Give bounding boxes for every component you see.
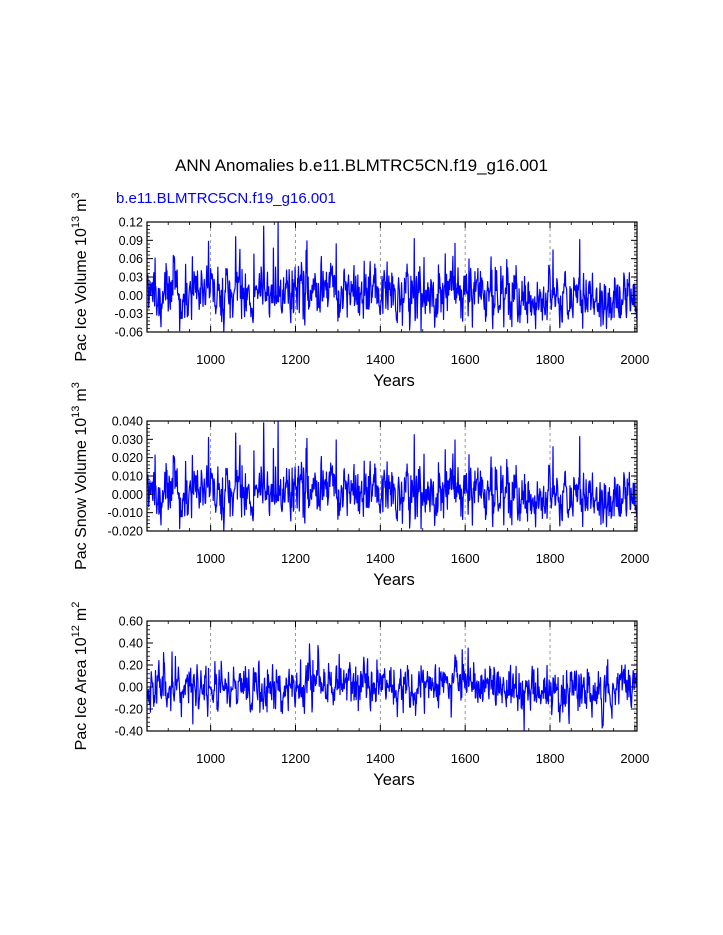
y-tick-label: 0.030 [112,433,143,447]
y-tick-label: 0.00 [119,289,143,303]
x-tick-label: 1600 [451,751,480,766]
y-tick-label: -0.06 [115,326,144,340]
x-tick-label: 1400 [366,352,395,367]
series-line [146,420,638,532]
page-title: ANN Anomalies b.e11.BLMTRC5CN.f19_g16.00… [175,156,548,175]
x-tick-label: 1000 [196,352,225,367]
x-tick-label: 1200 [281,751,310,766]
x-tick-label: 1000 [196,751,225,766]
x-tick-label: 1400 [366,551,395,566]
panel-ice-volume: 1000 1200 1400 1600 1800 2000 -0.06 -0.03 0.00 0.… [70,192,649,390]
y-tick-label: 0.09 [119,234,143,248]
y-axis-label-text: Pac Ice Area 10 [73,637,90,750]
x-axis-label: Years [373,771,415,789]
x-tick-label: 1800 [536,551,565,566]
y-axis-label-unit-exp: 3 [70,192,82,198]
y-axis-label: Pac Ice Volume 1013 m3 [70,192,90,361]
y-axis-label-exp: 13 [70,216,82,228]
y-tick-label: 0.040 [112,415,143,429]
y-axis-label: Pac Ice Area 1012 m2 [70,602,90,751]
x-tick-label: 1800 [536,751,565,766]
y-axis-label-exp: 12 [70,625,82,637]
panel-ice-area: 1000 1200 1400 1600 1800 2000 -0.40 -0.20 0.00 0.… [70,602,649,789]
y-tick-label: 0.000 [112,488,143,502]
plot-frame [146,620,638,732]
series-line [146,643,638,732]
panel-snow-volume: 1000 1200 1400 1600 1800 2000 -0.020 -0.010 0.00… [70,382,649,589]
x-tick-label: 2000 [620,352,649,367]
y-tick-label: 0.00 [119,681,143,695]
series-line [146,221,638,333]
y-tick-label: 0.40 [119,637,143,651]
y-tick-label: -0.03 [115,307,144,321]
x-axis-label: Years [373,372,415,390]
y-axis-label-unit: m [73,199,90,212]
y-tick-label: 0.20 [119,659,143,673]
x-axis-label: Years [373,571,415,589]
x-tick-label: 1200 [281,551,310,566]
y-axis-label-text: Pac Ice Volume 10 [73,228,90,362]
y-axis-label-unit: m [73,608,90,621]
x-tick-label: 1200 [281,352,310,367]
y-axis-label-unit-exp: 2 [70,602,82,608]
y-tick-label: -0.40 [115,725,144,739]
y-axis-label-unit-exp: 3 [70,382,82,388]
y-tick-label: 0.010 [112,470,143,484]
x-tick-label: 1000 [196,551,225,566]
y-tick-label: 0.020 [112,451,143,465]
y-axis-label-exp: 13 [70,406,82,418]
y-tick-label: 0.06 [119,252,143,266]
y-axis-label-text: Pac Snow Volume 10 [73,418,90,570]
y-tick-label: -0.20 [115,703,144,717]
y-tick-label: 0.03 [119,271,143,285]
y-axis-label-unit: m [73,388,90,401]
x-tick-label: 1400 [366,751,395,766]
case-label: b.e11.BLMTRC5CN.f19_g16.001 [116,190,336,207]
y-tick-label: 0.12 [119,216,143,230]
y-tick-label: -0.010 [108,506,143,520]
x-tick-label: 1600 [451,551,480,566]
x-tick-label: 1600 [451,352,480,367]
y-tick-label: -0.020 [108,525,143,539]
x-tick-label: 2000 [620,551,649,566]
y-axis-label: Pac Snow Volume 1013 m3 [70,382,90,570]
x-tick-label: 2000 [620,751,649,766]
x-tick-label: 1800 [536,352,565,367]
y-tick-label: 0.60 [119,615,143,629]
